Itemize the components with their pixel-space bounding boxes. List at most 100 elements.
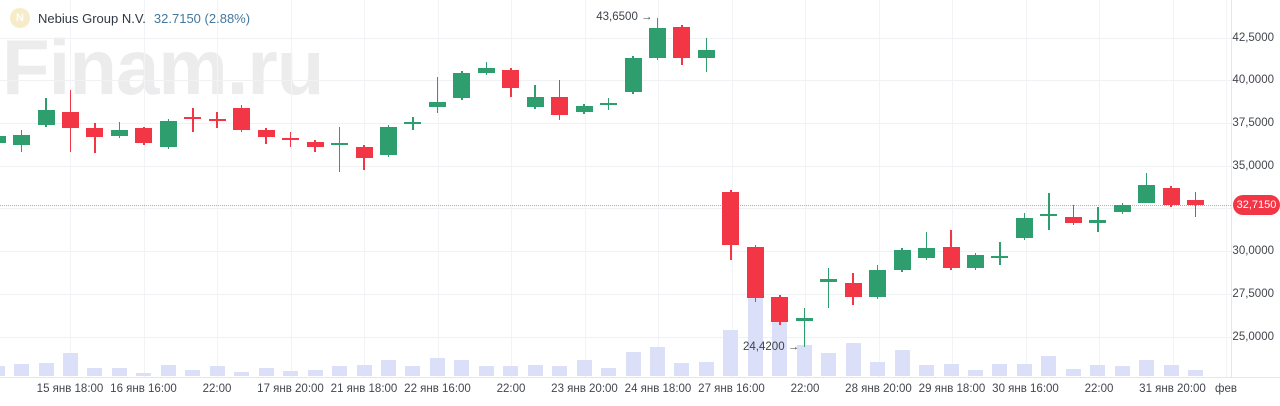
volume-bar[interactable] xyxy=(772,320,788,376)
volume-bar[interactable] xyxy=(62,353,78,376)
candlestick-chart-canvas[interactable] xyxy=(0,0,1231,377)
candle-up[interactable] xyxy=(918,248,936,259)
volume-bar[interactable] xyxy=(478,366,494,376)
candle-up[interactable] xyxy=(379,127,397,156)
volume-bar[interactable] xyxy=(0,366,5,376)
volume-bar[interactable] xyxy=(429,358,445,376)
candle-up[interactable] xyxy=(967,255,984,269)
candle-down[interactable] xyxy=(86,128,104,138)
volume-bar[interactable] xyxy=(1139,360,1155,376)
volume-bar[interactable] xyxy=(650,347,666,376)
volume-bar[interactable] xyxy=(14,364,30,376)
volume-bar[interactable] xyxy=(601,368,617,376)
volume-bar[interactable] xyxy=(87,368,103,376)
candle-up[interactable] xyxy=(624,57,642,92)
volume-bar[interactable] xyxy=(698,362,714,376)
candle-down[interactable] xyxy=(282,137,300,140)
candle-down[interactable] xyxy=(1187,199,1205,206)
price-axis[interactable]: 42,5000 40,0000 37,5000 35,0000 30,0000 27,50… xyxy=(1231,0,1280,377)
volume-bar[interactable] xyxy=(185,370,201,376)
candle-up[interactable] xyxy=(1113,205,1131,213)
volume-bar[interactable] xyxy=(38,363,54,376)
volume-bar[interactable] xyxy=(821,353,837,376)
candle-up[interactable] xyxy=(526,96,544,108)
volume-bar[interactable] xyxy=(674,363,690,376)
candle-down[interactable] xyxy=(722,192,740,246)
candle-up[interactable] xyxy=(110,130,128,137)
volume-bar[interactable] xyxy=(968,370,983,376)
volume-bar[interactable] xyxy=(1065,369,1081,376)
candle-up[interactable] xyxy=(1089,220,1107,224)
candle-down[interactable] xyxy=(942,247,960,269)
candle-up[interactable] xyxy=(820,279,838,283)
volume-bar[interactable] xyxy=(136,373,152,376)
volume-bar[interactable] xyxy=(723,330,739,376)
candle-up[interactable] xyxy=(869,270,887,298)
candle-up[interactable] xyxy=(477,68,495,74)
candle-up[interactable] xyxy=(1040,214,1058,217)
candle-down[interactable] xyxy=(61,111,79,129)
candle-down[interactable] xyxy=(208,118,226,122)
volume-bar[interactable] xyxy=(1188,370,1204,376)
candle-down[interactable] xyxy=(673,27,691,58)
volume-bar[interactable] xyxy=(845,343,861,376)
candle-down[interactable] xyxy=(355,147,373,159)
candle-down[interactable] xyxy=(1162,188,1180,206)
volume-bar[interactable] xyxy=(894,350,910,376)
volume-bar[interactable] xyxy=(527,365,543,376)
volume-bar[interactable] xyxy=(747,298,763,376)
volume-bar[interactable] xyxy=(503,366,519,376)
candle-down[interactable] xyxy=(551,96,569,116)
candle-down[interactable] xyxy=(184,117,202,119)
candle-down[interactable] xyxy=(135,128,153,144)
candle-up[interactable] xyxy=(795,318,813,322)
time-axis[interactable]: 15 янв 18:00 16 янв 16:00 22:00 17 янв 20:0… xyxy=(0,378,1280,406)
candle-down[interactable] xyxy=(233,108,251,131)
volume-bar[interactable] xyxy=(111,368,127,376)
volume-bar[interactable] xyxy=(380,360,396,376)
volume-bar[interactable] xyxy=(943,364,959,376)
volume-bar[interactable] xyxy=(332,366,348,376)
candle-up[interactable] xyxy=(0,136,6,144)
candle-down[interactable] xyxy=(844,283,862,298)
volume-bar[interactable] xyxy=(552,366,568,376)
candle-up[interactable] xyxy=(649,27,667,58)
volume-bar[interactable] xyxy=(870,362,886,376)
volume-bar[interactable] xyxy=(1041,356,1057,376)
candle-up[interactable] xyxy=(159,121,177,147)
candle-down[interactable] xyxy=(1064,217,1082,224)
candle-up[interactable] xyxy=(37,110,55,125)
instrument-name[interactable]: Nebius Group N.V. xyxy=(38,10,146,26)
candle-up[interactable] xyxy=(1015,218,1033,239)
volume-bar[interactable] xyxy=(234,372,250,376)
volume-bar[interactable] xyxy=(1163,365,1179,376)
candle-up[interactable] xyxy=(1138,185,1156,204)
volume-bar[interactable] xyxy=(283,371,299,376)
candle-up[interactable] xyxy=(404,122,422,125)
candle-up[interactable] xyxy=(600,103,618,105)
volume-bar[interactable] xyxy=(209,366,225,376)
candle-up[interactable] xyxy=(893,250,911,271)
volume-bar[interactable] xyxy=(1016,364,1032,376)
volume-bar[interactable] xyxy=(625,352,641,376)
volume-bar[interactable] xyxy=(258,368,274,376)
volume-bar[interactable] xyxy=(1114,366,1130,376)
volume-bar[interactable] xyxy=(1090,365,1106,376)
candle-up[interactable] xyxy=(453,73,471,98)
volume-bar[interactable] xyxy=(454,360,470,376)
candle-down[interactable] xyxy=(502,69,520,89)
candle-down[interactable] xyxy=(746,247,764,299)
volume-bar[interactable] xyxy=(307,370,323,376)
candle-up[interactable] xyxy=(428,102,446,108)
volume-bar[interactable] xyxy=(992,364,1008,376)
volume-bar[interactable] xyxy=(919,365,935,376)
candle-up[interactable] xyxy=(575,106,593,112)
candle-up[interactable] xyxy=(13,135,31,146)
candle-down[interactable] xyxy=(257,130,275,138)
candle-up[interactable] xyxy=(991,256,1009,259)
volume-bar[interactable] xyxy=(405,366,421,376)
candle-up[interactable] xyxy=(331,143,349,146)
volume-bar[interactable] xyxy=(576,360,592,376)
candle-down[interactable] xyxy=(306,142,324,147)
volume-bar[interactable] xyxy=(796,345,812,376)
